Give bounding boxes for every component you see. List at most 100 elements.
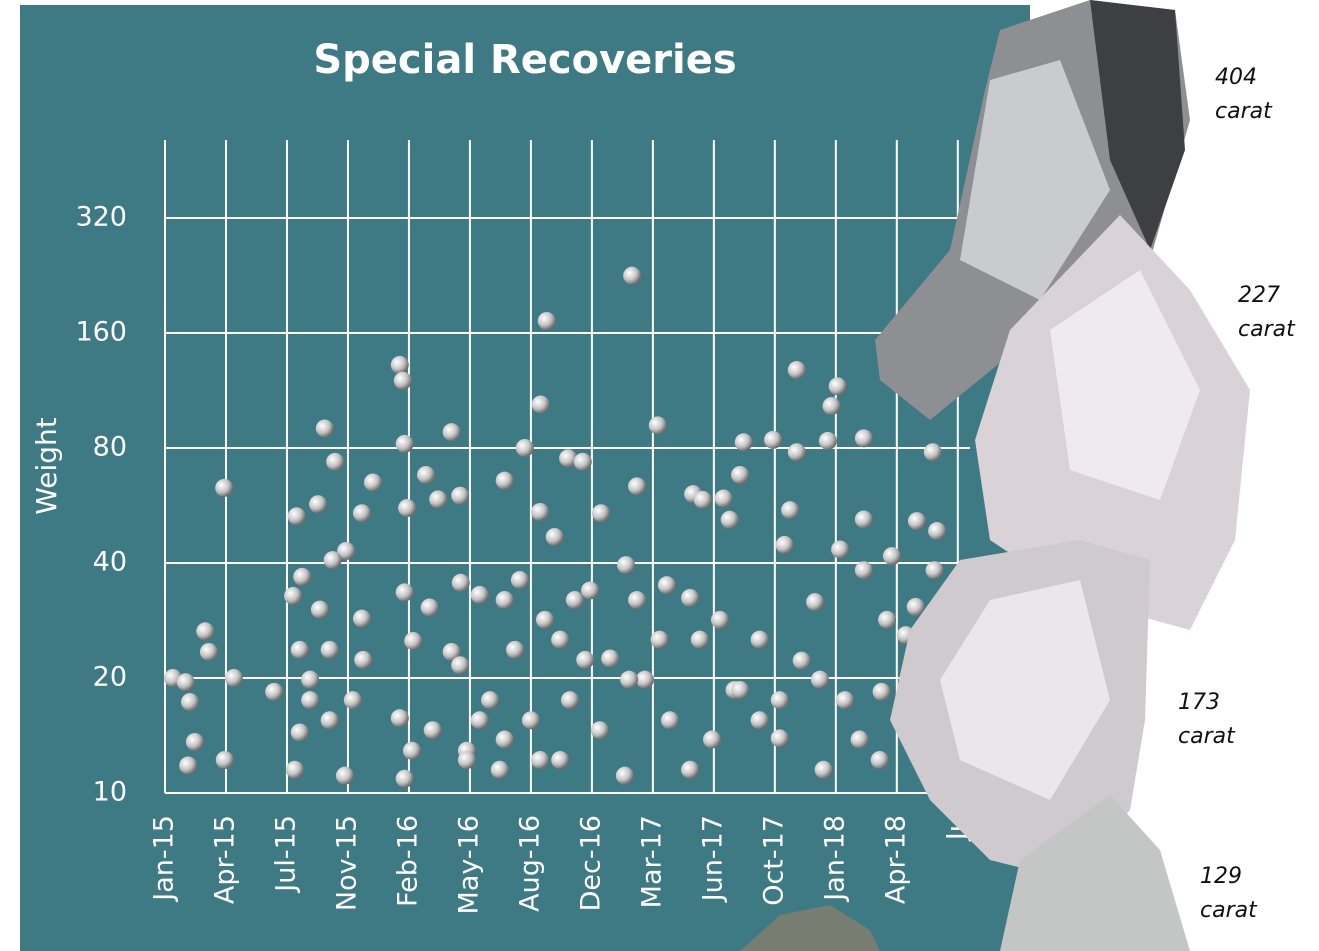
data-point	[721, 511, 739, 529]
data-point	[394, 372, 412, 390]
data-point	[225, 669, 243, 687]
data-point	[628, 477, 646, 495]
data-point	[908, 512, 926, 530]
data-point	[396, 435, 414, 453]
data-point	[751, 711, 769, 729]
data-point	[819, 432, 837, 450]
data-point	[806, 593, 824, 611]
data-point	[815, 761, 833, 779]
data-point	[424, 721, 442, 739]
data-point	[215, 479, 233, 497]
data-point	[855, 429, 873, 447]
data-point	[316, 419, 334, 437]
data-point	[516, 439, 534, 457]
data-point	[601, 649, 619, 667]
data-point	[186, 733, 204, 751]
x-tick-label: May-16	[453, 815, 484, 914]
data-point	[391, 709, 409, 727]
data-point	[581, 581, 599, 599]
annotation: 404	[1215, 65, 1257, 90]
x-tick-label: Mar-17	[636, 815, 667, 908]
data-point	[196, 622, 214, 640]
y-tick-label: 40	[93, 546, 127, 577]
chart-title: Special Recoveries	[313, 37, 736, 83]
data-point	[309, 495, 327, 513]
data-point	[628, 591, 646, 609]
data-point	[781, 501, 799, 519]
data-point	[326, 453, 344, 471]
data-point	[591, 721, 609, 739]
data-point	[181, 693, 199, 711]
data-point	[451, 656, 469, 674]
data-point	[873, 683, 891, 701]
x-tick-label: Dec-16	[575, 815, 606, 911]
x-tick-label: Feb-16	[392, 815, 423, 907]
data-point	[551, 631, 569, 649]
x-tick-label: Jan-18	[819, 815, 850, 903]
data-point	[396, 583, 414, 601]
x-tick-label: Oct-17	[758, 815, 789, 906]
y-tick-label: 160	[75, 316, 127, 347]
data-point	[851, 731, 869, 749]
data-point	[293, 568, 311, 586]
data-point	[398, 499, 416, 517]
data-point	[443, 423, 461, 441]
data-point	[883, 547, 901, 565]
data-point	[353, 610, 371, 628]
data-point	[451, 487, 469, 505]
data-point	[452, 574, 470, 592]
data-point	[831, 540, 849, 558]
data-point	[636, 671, 654, 689]
data-point	[301, 691, 319, 709]
data-point	[731, 466, 749, 484]
data-point	[324, 551, 342, 569]
data-point	[531, 751, 549, 769]
data-point	[506, 641, 524, 659]
annotation: 227	[1238, 283, 1280, 308]
data-point	[694, 491, 712, 509]
data-point	[731, 681, 749, 699]
data-point	[546, 528, 564, 546]
x-tick-label: Nov-15	[331, 815, 362, 911]
data-point	[458, 751, 476, 769]
data-point	[623, 267, 641, 285]
y-axis-label: Weight	[30, 417, 63, 515]
annotation: carat	[1178, 724, 1236, 749]
data-point	[177, 673, 195, 691]
data-point	[321, 711, 339, 729]
data-point	[691, 631, 709, 649]
data-point	[496, 731, 514, 749]
data-point	[284, 587, 302, 605]
data-point	[576, 651, 594, 669]
y-tick-label: 80	[93, 431, 127, 462]
data-point	[592, 504, 610, 522]
data-point	[649, 416, 667, 434]
data-point	[491, 761, 509, 779]
data-point	[829, 377, 847, 395]
data-point	[404, 632, 422, 650]
data-point	[771, 691, 789, 709]
data-point	[301, 671, 319, 689]
data-point	[481, 691, 499, 709]
annotation: carat	[1200, 898, 1258, 923]
data-point	[788, 443, 806, 461]
data-point	[793, 652, 811, 670]
data-point	[855, 510, 873, 528]
data-point	[403, 742, 421, 760]
data-point	[291, 641, 309, 659]
annotation: carat	[1215, 99, 1273, 124]
data-point	[354, 651, 372, 669]
data-point	[353, 504, 371, 522]
data-point	[681, 761, 699, 779]
data-point	[836, 691, 854, 709]
data-point	[471, 586, 489, 604]
data-point	[651, 631, 669, 649]
data-point	[735, 433, 753, 451]
data-point	[216, 751, 234, 769]
data-point	[661, 711, 679, 729]
data-point	[291, 724, 309, 742]
data-point	[288, 507, 306, 525]
data-point	[681, 589, 699, 607]
x-tick-label: Jun-17	[697, 815, 728, 903]
x-tick-label: Apr-15	[209, 815, 240, 904]
